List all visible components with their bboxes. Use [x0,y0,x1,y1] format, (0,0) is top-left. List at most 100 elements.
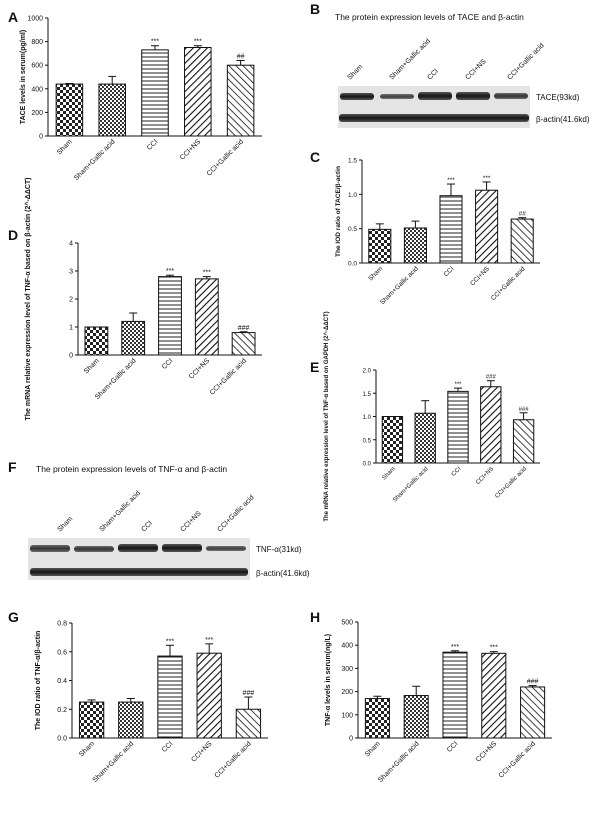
chart-h-significance-label: *** [490,645,498,652]
chart-h-x-tick-label: CCI+NS [475,740,498,763]
chart-e-bar [480,386,502,464]
blot-f-band-label-actin: β-actin(41.6kd) [256,569,310,578]
chart-c-significance-label: *** [447,177,455,184]
chart-c-x-tick-label: CCI+Gallic acid [490,265,527,302]
blot-b-lane-cci-gallic: CCI+Gallic acid [506,42,545,81]
chart-h-x-tick-label: CCI [446,740,460,754]
chart-c-bar [439,195,463,264]
chart-c-significance-label: *** [483,175,491,182]
chart-a-x-tick-label: CCI [146,138,160,152]
chart-a-significance-label: *** [151,39,159,46]
chart-d-significance-label: ### [238,325,250,332]
blot-f-band-label-tnf: TNF-α(31kd) [256,545,302,554]
chart-h-x-tick-label: Sham+Gallic acid [377,740,421,784]
chart-a-x-tick-label: Sham [56,138,74,156]
chart-e-x-tick-label: Sham+Gallic acid [392,466,429,503]
chart-a-y-tick-label: 400 [31,86,43,93]
chart-e-y-tick-label: 1.0 [363,415,372,421]
chart-c-x-tick-label: Sham [367,265,384,282]
blot-b-band-tace-4 [456,92,490,100]
chart-h-y-tick-label: 200 [341,689,353,696]
chart-h-y-tick-label: 0 [349,736,353,743]
blot-b-band-tace-3 [418,92,452,100]
panel-label-g: G [8,609,19,625]
chart-d-x-tick-label: Sham [83,357,101,375]
chart-g-x-tick-label: CCI [161,740,175,754]
chart-d-y-tick-label: 3 [69,269,73,276]
chart-d-significance-label: *** [203,270,211,277]
chart-h-y-tick-label: 100 [341,712,353,719]
chart-a-y-tick-label: 200 [31,110,43,117]
chart-e-bar [381,416,404,464]
chart-c-bar [475,189,499,264]
chart-e-bar [447,390,469,464]
chart-g-x-tick-label: Sham [78,740,96,758]
blot-f-band-tnf-5 [206,546,246,551]
chart-d-bar [121,320,146,356]
blot-f-lane-cci: CCI [140,520,154,534]
chart-h-y-tick-label: 500 [341,620,353,627]
chart-c-bar [510,218,534,264]
chart-g-y-tick-label: 0.6 [57,649,67,656]
chart-g-y-tick-label: 0.0 [57,736,67,743]
chart-g-bar [196,652,222,739]
chart-a-bar [184,47,212,137]
chart-e-x-tick-label: Sham [381,466,396,481]
blot-b-band-tace-2 [380,94,414,99]
blot-b-lane-cci-ns: CCI+NS [464,58,487,81]
blot-b-band-label-actin: β-actin(41.6kd) [536,115,590,124]
blot-f-band-tnf-3 [118,544,158,552]
chart-g-x-tick-label: Sham+Gallic acid [92,740,136,784]
chart-h-significance-label: *** [451,644,459,651]
chart-h-x-tick-label: CCI+Gallic acid [498,740,537,779]
blot-b-lane-sham: Sham [346,63,364,81]
blot-f-lane-sham: Sham [56,515,74,533]
chart-h-bar [520,686,546,739]
chart-c-y-tick-label: 0.5 [348,226,357,233]
blot-f-lane-cci-gallic: CCI+Gallic acid [216,494,255,533]
panel-label-h: H [310,609,320,625]
chart-c-x-tick-label: Sham+Gallic acid [379,265,420,306]
chart-a-y-tick-label: 800 [31,39,43,46]
chart-d-y-tick-label: 4 [69,241,73,248]
chart-a-x-tick-label: Sham+Gallic acid [73,138,117,182]
chart-tnf-mrna-gapdh: 0.0 0.5 1.0 1.5 2.0 The mRNA relative express… [324,311,540,522]
chart-e-x-tick-label: CCI+NS [475,466,495,486]
chart-d-y-tick-label: 0 [69,353,73,360]
chart-c-ylabel: The IOD ratio of TACE/β-actin [335,166,342,257]
chart-h-bar [364,698,390,739]
chart-d-ylabel: The mRNA relative expression level of TN… [24,177,32,420]
blot-b-lane-cci: CCI [426,68,440,82]
western-blot-tnf: The protein expression levels of TNF-α a… [28,464,310,580]
chart-g-x-tick-label: CCI+NS [190,740,213,763]
chart-e-y-tick-label: 2.0 [363,369,372,375]
chart-a-bar [98,83,126,137]
blot-f-lane-cci-ns: CCI+NS [179,510,202,533]
chart-e-significance-label: ### [486,375,497,381]
chart-e-ylabel: The mRNA relative expression level of TN… [324,311,330,521]
chart-d-x-tick-label: Sham+Gallic acid [94,357,138,401]
chart-a-x-tick-label: CCI+Gallic acid [206,138,245,177]
chart-e-significance-label: ### [519,407,530,413]
chart-e-y-tick-label: 0.5 [363,438,372,444]
chart-d-bar [84,326,109,356]
chart-d-x-tick-label: CCI+Gallic acid [209,357,248,396]
chart-h-ylabel: TNF-α levels in serum(ng/L) [325,634,332,726]
chart-tnf-iod-ratio: 0.0 0.2 0.4 0.6 0.8 The IOD ratio of TNF-α/β-… [35,621,268,784]
chart-g-y-tick-label: 0.4 [57,678,67,685]
chart-h-significance-label: ### [527,679,539,686]
blot-f-band-tnf-2 [74,546,114,552]
chart-g-significance-label: *** [205,637,213,644]
chart-e-y-tick-label: 1.5 [363,392,372,398]
blot-b-band-tace-1 [340,93,374,100]
blot-b-band-actin [339,114,529,122]
chart-d-y-tick-label: 2 [69,297,73,304]
chart-a-x-tick-label: CCI+NS [179,138,202,161]
blot-f-lane-sham-gallic: Sham+Gallic acid [98,490,142,534]
chart-h-bar [403,695,429,739]
chart-d-bar [231,332,256,356]
chart-c-y-tick-label: 1.5 [348,158,357,165]
blot-b-title: The protein expression levels of TACE an… [335,12,524,22]
